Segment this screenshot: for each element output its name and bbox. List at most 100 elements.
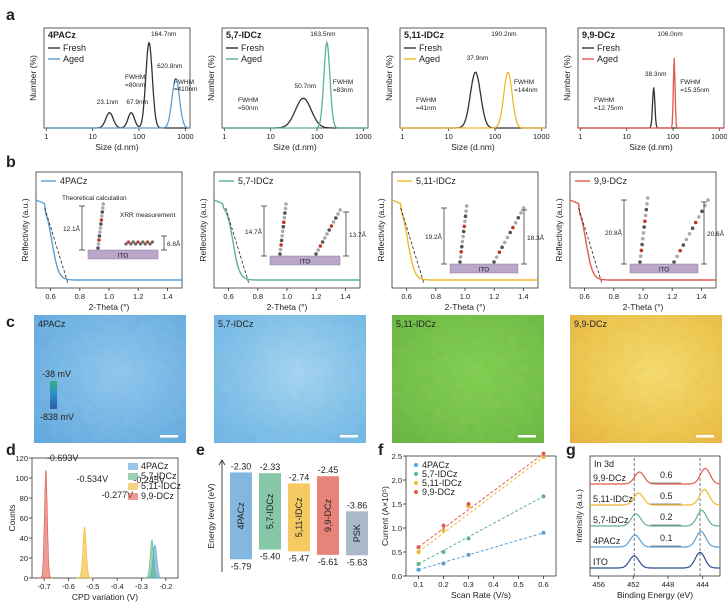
shift-label: 0.6 [660,470,673,480]
peak-label: 67.9nm [126,99,148,106]
series-label: 4PACz [593,536,621,546]
y-axis-label: Reflectivity (a.u.) [554,198,564,261]
legend-swatch [128,493,138,500]
atom [96,246,100,250]
atom [283,206,288,211]
fwhm-fresh: FWHM [238,97,258,104]
x-tick-label: 1000 [355,132,372,141]
series-label: ITO [593,557,608,567]
x-tick-label: 10 [444,132,452,141]
ito-label: ITO [118,253,129,260]
panel-label-f: f [378,442,384,459]
legend-label: 5,7-IDCz [238,176,274,186]
atom [131,240,135,244]
peak-label: 37.9nm [467,55,489,62]
panel-label-e: e [196,442,205,459]
atom [129,242,133,246]
x-axis-label: 2-Theta (°) [445,302,486,312]
xrr-chart-2: 0.6 0.8 1.0 1.2 1.4 2-Theta (°) Reflectivity (… [376,171,545,312]
panel-b-xrr: 0.6 0.8 1.0 1.2 1.4 2-Theta (°) Reflectivity (… [20,171,725,312]
y-tick-label: 1.0 [392,524,402,533]
atom [693,220,698,225]
panel-d-cpd: -0.7 -0.6 -0.5 -0.4 -0.3 -0.2 0 20 40 60 80 100 120 C… [7,453,181,602]
bar-label: 4PACz [236,502,246,530]
atom [282,215,287,220]
panel-f-cv: 0.1 0.2 0.3 0.4 0.5 0.6 0.0 0.5 1.0 1.5 2.0 2.5 Scan… [380,451,557,600]
reflectivity-curve [35,199,182,281]
x-tick-label: 10 [88,132,96,141]
shift-label: 0.1 [660,533,673,543]
y-axis-label: Number (%) [384,55,394,101]
reflectivity-curve [391,199,538,281]
kpfm-texture [392,315,544,443]
panel-label-g: g [566,442,576,459]
x-tick-label: 100 [489,132,502,141]
atom [458,260,462,264]
lumo-label: -2.33 [260,462,281,472]
kpfm-label: 4PACz [38,319,66,329]
x-tick-label: 0.6 [45,292,55,301]
atom [706,198,710,202]
lumo-label: -3.86 [347,500,368,510]
fit-line-3 [418,453,544,548]
x-axis-label: Size (d.nm) [95,142,139,152]
y-axis-label: Number (%) [206,55,216,101]
x-tick-label: 1 [222,132,226,141]
legend-label: 4PACz [60,176,88,186]
atom [150,240,154,244]
fwhm-aged: FWHM [333,79,353,86]
x-tick-label: 448 [662,580,675,589]
reflectivity-curve [569,199,716,281]
x-tick-label: -0.5 [86,582,99,591]
data-point [416,550,421,554]
x-tick-label: 456 [592,580,605,589]
peak-label: 164.7nm [151,31,176,38]
dls-chart-3: 1 10 100 1000 Size (d.nm) Number (%) 9,9-DCz Fr… [562,27,727,152]
atom [675,254,679,259]
atom [690,226,695,230]
x-tick-label: 10 [266,132,274,141]
atom [134,242,138,246]
level-bar-3 [317,476,339,555]
y-tick-label: 2.5 [392,452,402,461]
x-tick-label: 452 [627,580,640,589]
note-xrr: XRR measurement [120,212,175,219]
x-tick-label: 0.6 [579,292,589,301]
fwhm-aged: =410nm [174,86,198,93]
x-tick-label: -0.7 [38,582,51,591]
panel-title: 9,9-DCz [582,30,616,40]
shift-label: 0.5 [660,491,673,501]
plot-frame [589,455,721,577]
fit-line-2 [418,456,544,553]
atom [320,240,325,244]
atom [100,214,104,218]
data-point [416,562,421,566]
level-bar-0 [230,472,252,560]
legend-label: 4PACz [422,460,450,470]
xrr-chart-0: 0.6 0.8 1.0 1.2 1.4 2-Theta (°) Reflectivity (… [20,171,183,312]
kpfm-image-2: 5,11-IDCz [392,315,544,443]
data-point [466,502,471,506]
curve-aged [222,40,368,129]
panel-label-a: a [6,7,15,24]
x-tick-label: 1000 [711,132,727,141]
y-axis-label: Energy level (eV) [206,483,216,548]
peak-label: 620.8nm [157,63,182,70]
dls-chart-2: 1 10 100 1000 Size (d.nm) Number (%) 5,11-IDCz… [384,27,550,152]
x-axis-label: Size (d.nm) [451,142,495,152]
homo-label: -5.61 [318,557,339,567]
atom [99,218,104,222]
legend-label: 9,9-DCz [141,491,175,501]
atom [281,224,286,229]
fwhm-fresh: FWHM [416,97,436,104]
ito-label: ITO [479,267,490,274]
level-bar-4 [346,511,368,556]
fwhm-aged: FWHM [514,79,534,86]
atom [323,236,327,240]
atom [99,222,103,226]
panel-label-b: b [6,154,16,171]
data-point [441,528,446,533]
fwhm-fresh: =41nm [416,105,436,112]
atom [503,240,507,245]
atom [687,232,692,236]
